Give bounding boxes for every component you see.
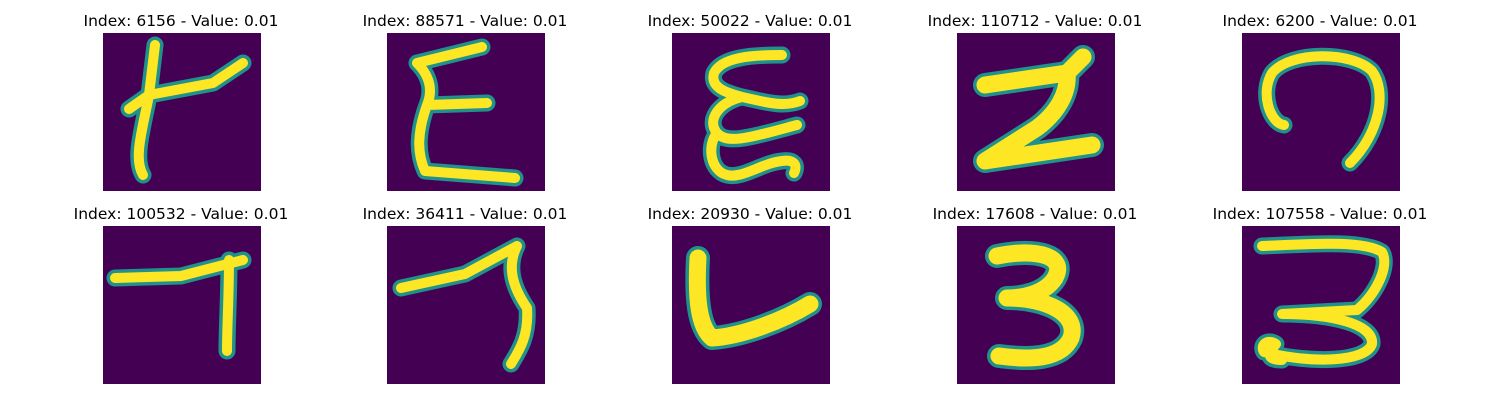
panel-1: Index: 6156 - Value: 0.01 bbox=[51, 11, 311, 191]
glyph-image-hook bbox=[1242, 33, 1400, 191]
panel-title: Index: 20930 - Value: 0.01 bbox=[647, 205, 853, 223]
panel-7: Index: 36411 - Value: 0.01 bbox=[335, 204, 595, 384]
panel-title: Index: 50022 - Value: 0.01 bbox=[647, 12, 853, 30]
panel-title: Index: 88571 - Value: 0.01 bbox=[362, 12, 568, 30]
panel-2: Index: 88571 - Value: 0.01 bbox=[335, 11, 595, 191]
glyph-image-t bbox=[103, 226, 261, 384]
panel-title: Index: 6156 - Value: 0.01 bbox=[83, 12, 279, 30]
glyph-image-v bbox=[672, 226, 830, 384]
panel-title: Index: 17608 - Value: 0.01 bbox=[932, 205, 1138, 223]
glyph-image-h bbox=[103, 33, 261, 191]
glyph-image-three bbox=[957, 226, 1115, 384]
glyph-image-three bbox=[1242, 226, 1400, 384]
panel-5: Index: 6200 - Value: 0.01 bbox=[1190, 11, 1450, 191]
glyph-image-epsilon bbox=[672, 33, 830, 191]
glyph-image-epsilon bbox=[387, 33, 545, 191]
panel-10: Index: 107558 - Value: 0.01 bbox=[1190, 204, 1450, 384]
panel-4: Index: 110712 - Value: 0.01 bbox=[905, 11, 1165, 191]
panel-8: Index: 20930 - Value: 0.01 bbox=[620, 204, 880, 384]
glyph-image-seven bbox=[387, 226, 545, 384]
panel-title: Index: 6200 - Value: 0.01 bbox=[1222, 12, 1418, 30]
panel-6: Index: 100532 - Value: 0.01 bbox=[51, 204, 311, 384]
panel-title: Index: 36411 - Value: 0.01 bbox=[362, 205, 568, 223]
panel-3: Index: 50022 - Value: 0.01 bbox=[620, 11, 880, 191]
panel-title: Index: 107558 - Value: 0.01 bbox=[1212, 205, 1428, 223]
panel-9: Index: 17608 - Value: 0.01 bbox=[905, 204, 1165, 384]
panel-title: Index: 100532 - Value: 0.01 bbox=[73, 205, 289, 223]
glyph-image-z bbox=[957, 33, 1115, 191]
panel-title: Index: 110712 - Value: 0.01 bbox=[927, 12, 1143, 30]
